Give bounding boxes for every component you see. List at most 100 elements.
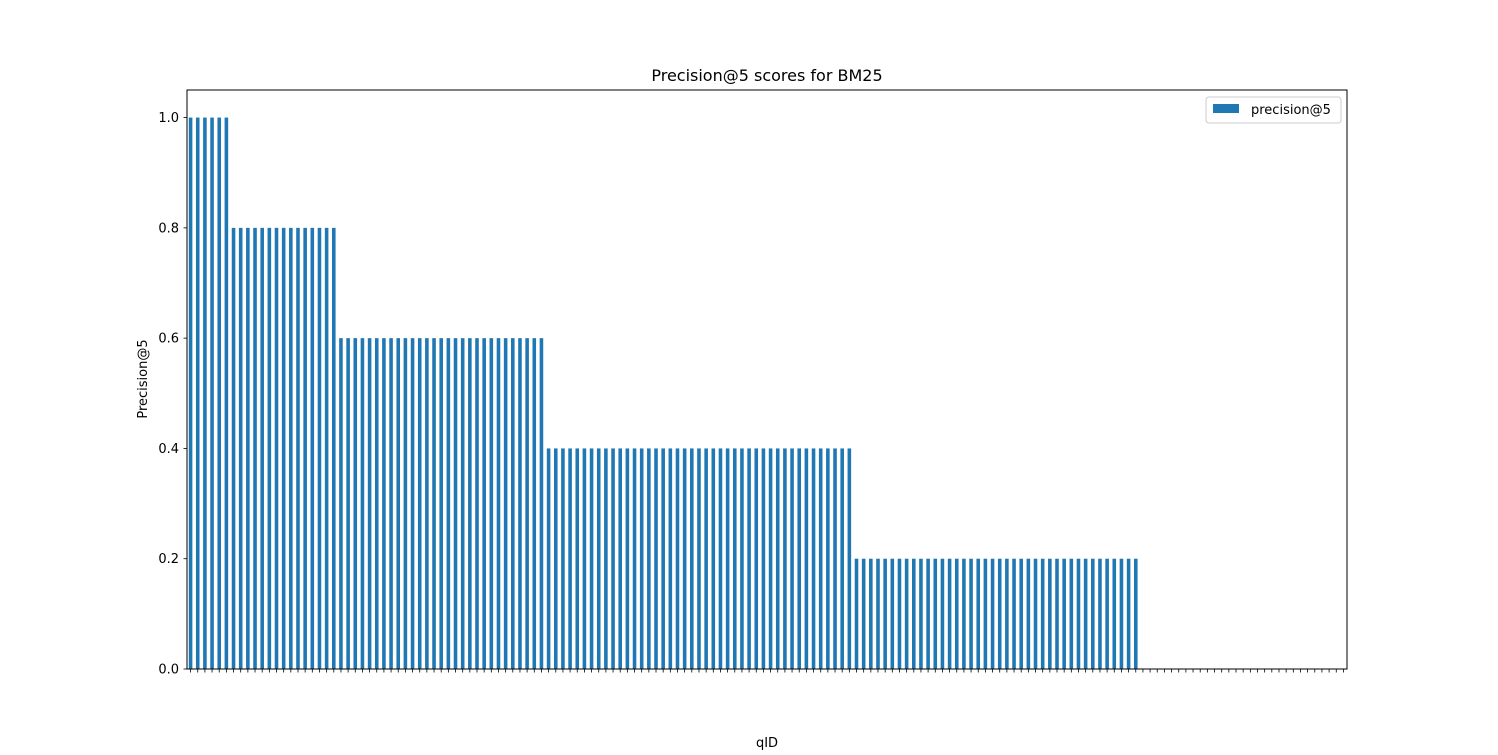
bar: [682, 448, 687, 669]
bar: [997, 558, 1002, 669]
bar: [1133, 558, 1138, 669]
bar: [912, 558, 916, 669]
bar: [926, 558, 930, 669]
bar: [933, 558, 938, 669]
bar: [210, 117, 214, 669]
bar: [511, 338, 515, 669]
bar: [281, 227, 286, 670]
bar: [346, 338, 350, 669]
bar: [589, 448, 594, 669]
bar: [632, 448, 637, 669]
bar: [439, 338, 443, 669]
bar: [518, 338, 522, 669]
y-tick-label: 0.8: [158, 221, 179, 236]
bar: [990, 558, 995, 669]
bar: [854, 558, 859, 669]
bar: [668, 448, 673, 669]
bar: [1040, 558, 1045, 669]
y-tick-label: 0.6: [158, 332, 179, 347]
legend-box: [1205, 96, 1342, 124]
bar: [1076, 558, 1081, 669]
bar: [675, 448, 680, 669]
bar: [761, 448, 766, 669]
bar: [983, 558, 988, 669]
bar: [654, 448, 658, 669]
bar: [790, 448, 794, 669]
bar: [503, 338, 508, 669]
bar: [568, 448, 572, 669]
chart-title: Precision@5 scores for BM25: [651, 66, 882, 85]
bar: [940, 558, 945, 669]
bar: [539, 338, 544, 669]
bar: [890, 558, 895, 669]
bar: [274, 227, 279, 670]
bar: [324, 227, 329, 670]
bar: [947, 558, 952, 669]
bar: [367, 338, 372, 669]
y-tick-label: 0.0: [158, 663, 179, 678]
bar: [861, 558, 866, 669]
bar: [246, 227, 250, 670]
bar: [267, 227, 272, 670]
bar: [725, 448, 730, 669]
bar: [876, 558, 880, 669]
bar: [1005, 558, 1009, 669]
bar: [775, 448, 780, 669]
bar: [625, 448, 630, 669]
bar: [869, 558, 873, 669]
bar: [969, 558, 973, 669]
bar: [582, 448, 587, 669]
bar: [747, 448, 751, 669]
bar: [410, 338, 415, 669]
bar: [260, 227, 264, 670]
bar: [804, 448, 809, 669]
bar: [897, 558, 902, 669]
bar: [826, 448, 830, 669]
legend-label: precision@5: [1251, 103, 1331, 118]
bar: [847, 448, 852, 669]
bar: [818, 448, 823, 669]
bar: [360, 338, 365, 669]
bar: [1126, 558, 1131, 669]
bar: [1069, 558, 1074, 669]
bar: [374, 338, 379, 669]
bar: [317, 227, 322, 670]
bar: [833, 448, 837, 669]
bar: [1019, 558, 1023, 669]
bar: [1091, 558, 1095, 669]
bar: [475, 338, 479, 669]
bar: [303, 227, 307, 670]
bar: [553, 448, 558, 669]
bar: [697, 448, 701, 669]
bar: [525, 338, 529, 669]
bar: [639, 448, 644, 669]
bar: [289, 227, 293, 670]
bar: [460, 338, 465, 669]
bar: [425, 338, 429, 669]
bar: [496, 338, 501, 669]
bar: [546, 448, 551, 669]
bar: [1098, 558, 1102, 669]
bar: [647, 448, 651, 669]
bar: [1083, 558, 1088, 669]
bar: [231, 227, 236, 670]
bar: [690, 448, 694, 669]
x-axis-ticks: [190, 669, 1344, 673]
bar-series: [188, 117, 1138, 670]
bar: [489, 338, 494, 669]
bar: [811, 448, 816, 669]
bar: [768, 448, 773, 669]
bar: [718, 448, 723, 669]
bar: [532, 338, 537, 669]
bar: [954, 558, 959, 669]
legend-swatch: [1213, 104, 1239, 113]
bar: [403, 338, 408, 669]
bar: [332, 227, 336, 670]
y-axis-ticks: 0.0 0.2 0.4 0.6 0.8 1.0: [158, 111, 187, 678]
bar: [604, 448, 608, 669]
bar: [919, 558, 923, 669]
bar: [417, 338, 422, 669]
bar: [783, 448, 787, 669]
y-tick-label: 0.2: [158, 552, 179, 567]
